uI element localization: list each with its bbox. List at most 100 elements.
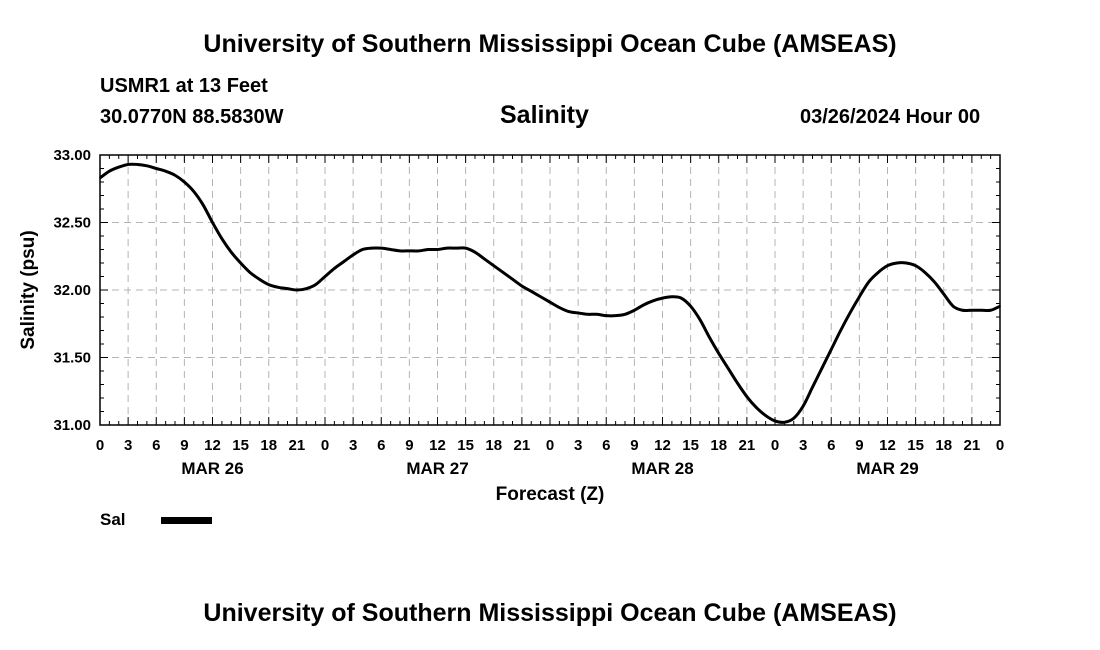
station-coordinates: 30.0770N 88.5830W <box>100 106 284 128</box>
data-point <box>764 414 767 417</box>
parameter-title: Salinity <box>500 101 589 129</box>
x-tick-label: 18 <box>710 437 727 454</box>
data-point <box>492 264 495 267</box>
data-point <box>455 247 458 249</box>
data-point <box>277 286 279 289</box>
data-point <box>183 181 186 183</box>
data-point <box>699 318 701 321</box>
data-point <box>436 248 439 251</box>
data-point <box>230 251 233 253</box>
data-point <box>117 166 120 168</box>
data-point <box>333 267 336 270</box>
data-point <box>502 271 504 274</box>
data-point <box>239 262 242 264</box>
x-tick-label: 9 <box>855 437 863 454</box>
x-tick-label: 15 <box>907 437 924 454</box>
chart-title-top: University of Southern Mississippi Ocean… <box>203 30 897 58</box>
data-point <box>867 281 870 283</box>
x-tick-label: 0 <box>321 437 329 454</box>
data-point <box>942 293 945 295</box>
data-point <box>755 406 758 409</box>
data-point <box>661 297 664 299</box>
data-point <box>464 247 467 249</box>
data-point <box>577 312 579 314</box>
data-point <box>258 278 261 281</box>
data-point <box>727 367 729 370</box>
x-tick-label: 9 <box>405 437 413 454</box>
data-point <box>633 309 636 312</box>
x-tick-label: 12 <box>879 437 896 454</box>
forecast-timestamp: 03/26/2024 Hour 00 <box>800 106 981 128</box>
data-point <box>286 287 289 290</box>
x-tick-label: 6 <box>152 437 160 454</box>
station-label: USMR1 at 13 Feet <box>100 75 268 97</box>
data-point <box>830 348 833 351</box>
data-point <box>671 295 673 298</box>
data-point <box>989 309 992 312</box>
data-point <box>267 283 270 286</box>
x-tick-label: 18 <box>485 437 502 454</box>
data-point <box>221 237 223 240</box>
x-tick-label: 15 <box>457 437 474 454</box>
data-point <box>417 250 420 252</box>
data-point <box>961 309 964 312</box>
data-point <box>567 310 570 313</box>
data-point <box>127 163 129 166</box>
x-tick-label: 6 <box>827 437 835 454</box>
y-tick-label: 31.50 <box>53 350 91 367</box>
data-point <box>361 248 364 251</box>
data-point <box>877 271 879 274</box>
y-tick-label: 33.00 <box>53 147 91 164</box>
data-point <box>680 297 683 299</box>
data-point <box>539 295 542 298</box>
data-point <box>914 264 917 267</box>
data-point <box>952 305 954 308</box>
data-point <box>192 190 195 193</box>
x-tick-label: 6 <box>602 437 610 454</box>
data-point <box>249 271 251 274</box>
x-tick-label: 21 <box>964 437 981 454</box>
data-point <box>342 260 345 263</box>
data-point <box>596 313 598 316</box>
x-tick-label: 18 <box>935 437 952 454</box>
data-point <box>999 305 1001 308</box>
data-point <box>511 278 514 281</box>
data-point <box>408 250 411 252</box>
data-point <box>155 167 158 170</box>
x-tick-label: 21 <box>289 437 306 454</box>
data-point <box>886 264 889 267</box>
x-tick-label: 3 <box>349 437 357 454</box>
data-point <box>427 248 429 251</box>
data-point <box>642 304 645 306</box>
x-tick-label: 9 <box>630 437 638 454</box>
data-point <box>792 417 795 420</box>
data-point <box>689 305 692 308</box>
data-point <box>371 247 373 249</box>
data-point <box>933 281 936 283</box>
data-point <box>858 295 861 298</box>
data-point <box>108 170 111 172</box>
data-point <box>839 329 842 332</box>
data-point <box>399 250 401 252</box>
x-tick-label: 3 <box>124 437 132 454</box>
data-point <box>324 275 326 278</box>
data-point <box>783 421 786 424</box>
x-day-label: MAR 29 <box>856 459 918 478</box>
data-point <box>202 204 204 206</box>
data-point <box>558 306 561 309</box>
grid-layer <box>100 155 1000 425</box>
data-point <box>652 300 654 302</box>
x-day-label: MAR 26 <box>181 459 243 478</box>
data-point <box>980 309 983 312</box>
data-point <box>802 405 804 407</box>
data-point <box>905 262 908 264</box>
data-point <box>530 290 533 293</box>
x-tick-label: 0 <box>546 437 554 454</box>
data-point <box>314 283 317 286</box>
x-tick-label: 6 <box>377 437 385 454</box>
data-point <box>624 313 626 316</box>
x-tick-label: 15 <box>682 437 699 454</box>
data-point <box>211 221 214 224</box>
y-axis-label: Salinity (psu) <box>18 230 39 349</box>
